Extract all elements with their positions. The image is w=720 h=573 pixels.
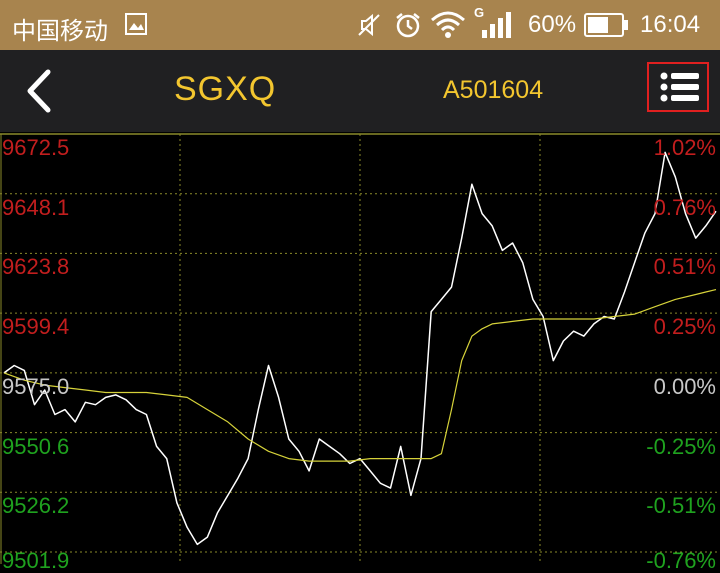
network-type: G (474, 5, 485, 20)
mute-icon (358, 13, 380, 37)
price-tick-label: 9501.9 (2, 548, 70, 573)
price-tick-label: 9672.5 (2, 135, 70, 160)
status-bar: 中国移动 G 60% 16:04 (0, 0, 720, 50)
battery-percent: 60% (528, 11, 577, 38)
intraday-chart[interactable]: 9672.5 1.02% 9648.1 0.76% 9623.8 0.51% 9599.4 0… (0, 132, 720, 572)
percent-tick-label: 1.02% (653, 135, 716, 160)
chart-canvas (0, 133, 720, 564)
percent-tick-label: 0.51% (653, 254, 716, 280)
price-tick-label: 9599.4 (2, 314, 70, 340)
price-line (3, 151, 717, 546)
battery-icon (584, 13, 628, 37)
price-tick-label: 9526.2 (2, 493, 70, 519)
percent-tick-label: -0.51% (646, 493, 716, 519)
wifi-icon (431, 11, 465, 38)
percent-tick-label: 0.76% (653, 194, 716, 220)
chevron-left-icon (27, 69, 51, 113)
instrument-code: A501604 (443, 76, 544, 104)
price-tick-label: 9623.8 (2, 254, 70, 280)
price-tick-label: 9575.0 (2, 373, 70, 399)
page-title: SGXQ (174, 70, 277, 108)
alarm-icon (396, 13, 420, 38)
nav-bar: SGXQ A501604 (0, 50, 720, 132)
list-menu-icon (660, 72, 699, 102)
percent-tick-label: -0.25% (646, 433, 716, 459)
signal-icon (482, 12, 511, 38)
price-tick-label: 9648.1 (2, 194, 70, 220)
percent-tick-label: -0.76% (646, 548, 716, 573)
image-icon (125, 13, 147, 35)
percent-tick-label: 0.00% (653, 373, 716, 399)
menu-button[interactable] (647, 62, 709, 112)
clock: 16:04 (640, 11, 701, 38)
price-tick-label: 9550.6 (2, 433, 70, 459)
back-button[interactable] (20, 68, 60, 114)
carrier-name: 中国移动 (12, 18, 108, 45)
average-price-line (3, 289, 717, 462)
percent-tick-label: 0.25% (653, 314, 716, 340)
